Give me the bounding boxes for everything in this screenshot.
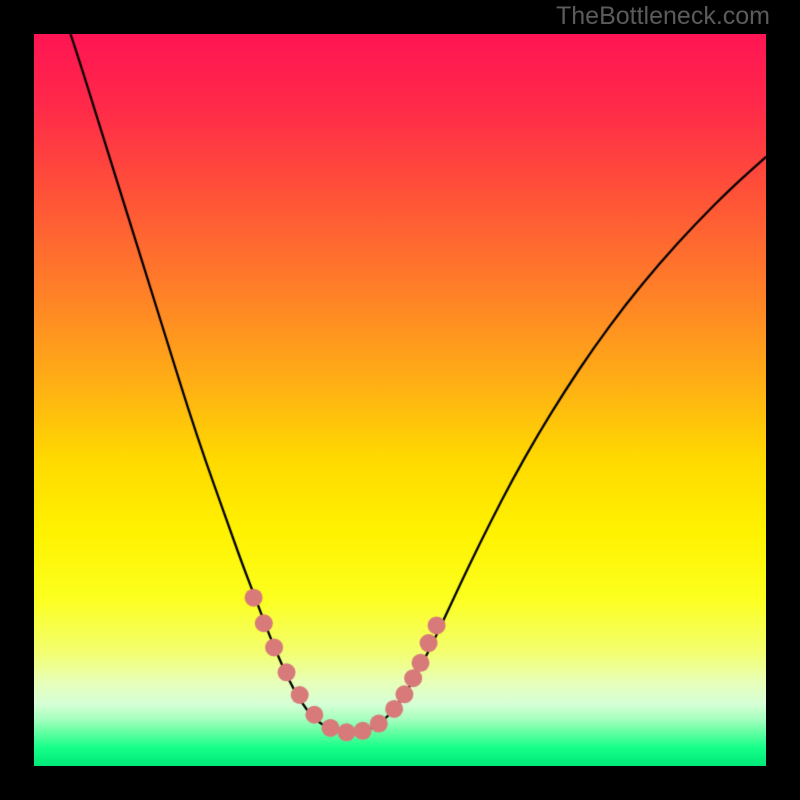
- bottleneck-curve: [0, 0, 800, 800]
- watermark-text: TheBottleneck.com: [556, 2, 770, 31]
- chart-stage: TheBottleneck.com: [0, 0, 800, 800]
